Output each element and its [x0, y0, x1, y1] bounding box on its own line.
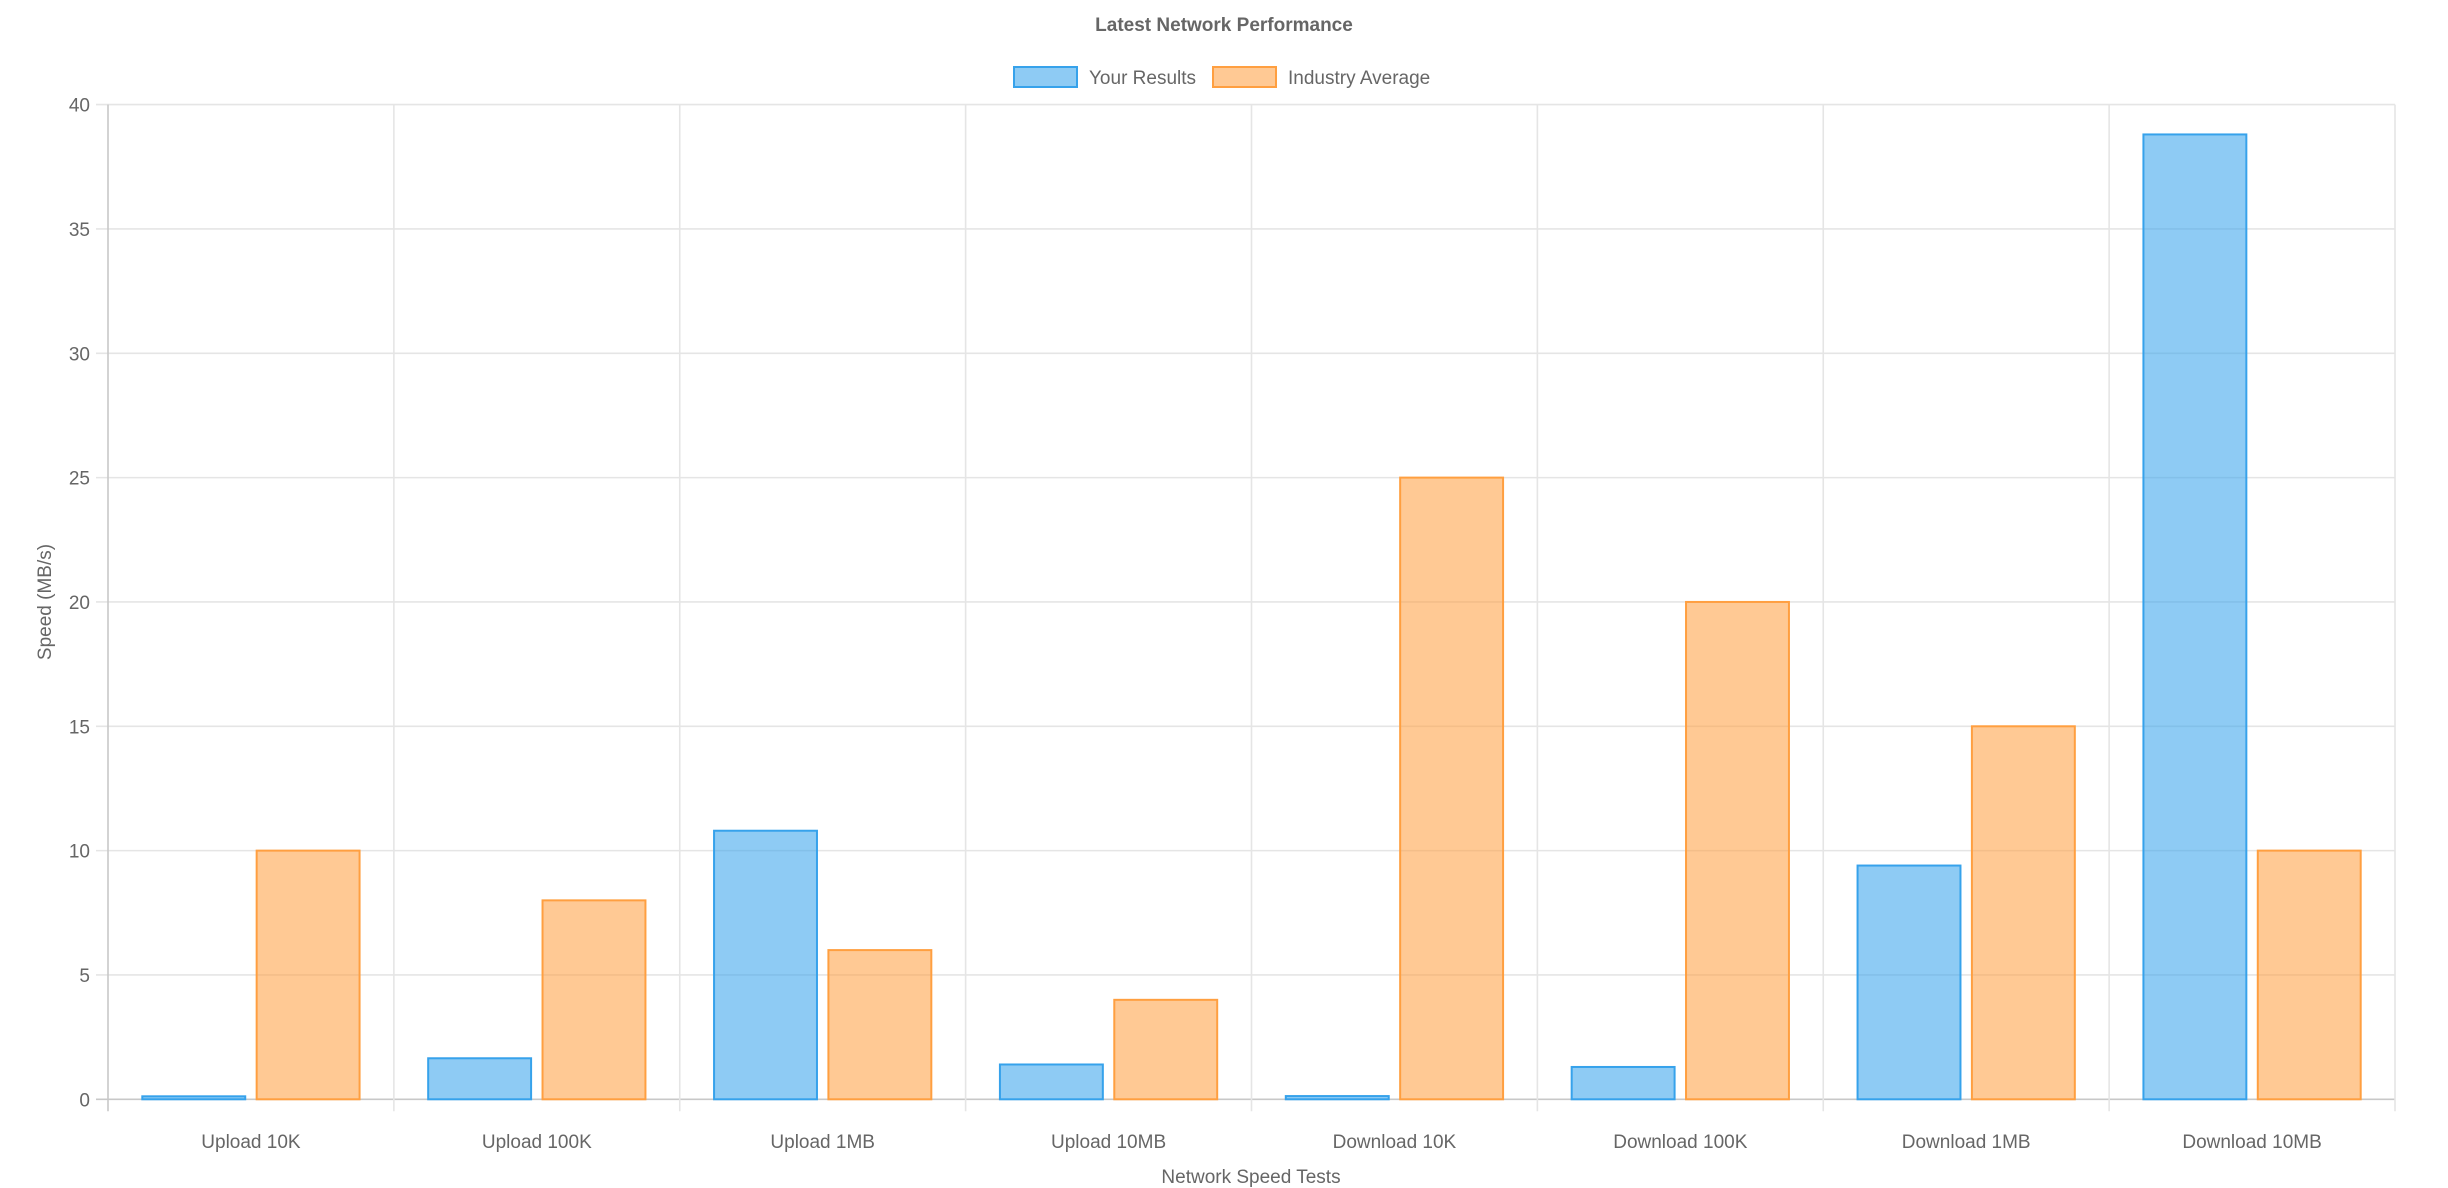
bar-industry-average — [1399, 476, 1505, 1101]
y-tick-label: 35 — [69, 220, 90, 241]
x-tick-label: Upload 10K — [201, 1132, 301, 1153]
legend-label: Your Results — [1089, 68, 1196, 89]
y-axis-title: Speed (MB/s) — [35, 544, 56, 660]
y-tick-label: 15 — [69, 717, 90, 738]
legend-label: Industry Average — [1288, 68, 1430, 89]
y-axis-ticks: 0 5 10 15 20 25 30 35 40 — [69, 96, 90, 1112]
bar-industry-average — [2256, 849, 2362, 1101]
bar-your-results — [1856, 864, 1962, 1101]
bar-industry-average — [541, 899, 647, 1101]
bar-industry-average — [827, 949, 933, 1101]
bar-your-results — [713, 829, 818, 1101]
bar-your-results — [1284, 1095, 1390, 1101]
bar-industry-average — [1113, 998, 1219, 1101]
x-tick-label: Download 10K — [1333, 1132, 1457, 1153]
legend: Your Results Industry Average — [1013, 66, 1430, 89]
x-tick-label: Download 100K — [1613, 1132, 1747, 1153]
y-tick-label: 25 — [69, 469, 90, 490]
bar-your-results — [1570, 1065, 1676, 1101]
x-tick-label: Download 10MB — [2182, 1132, 2321, 1153]
legend-swatch — [1212, 66, 1277, 88]
chart-title: Latest Network Performance — [1095, 15, 1353, 36]
bar-your-results — [2142, 133, 2248, 1101]
bar-your-results — [998, 1063, 1104, 1101]
grid — [96, 103, 2396, 1112]
bar-industry-average — [1970, 725, 2076, 1101]
bar-your-results — [427, 1057, 533, 1101]
x-tick-label: Upload 1MB — [770, 1132, 875, 1153]
bars — [141, 133, 2362, 1101]
x-tick-label: Upload 100K — [482, 1132, 592, 1153]
y-tick-label: 20 — [69, 593, 90, 614]
x-tick-label: Download 1MB — [1902, 1132, 2031, 1153]
y-tick-label: 5 — [79, 966, 90, 987]
x-tick-label: Upload 10MB — [1051, 1132, 1166, 1153]
y-tick-label: 10 — [69, 842, 90, 863]
legend-swatch — [1013, 66, 1078, 88]
y-tick-label: 40 — [69, 96, 90, 117]
bar-industry-average — [255, 849, 361, 1101]
bar-industry-average — [1685, 600, 1790, 1101]
y-tick-label: 0 — [79, 1090, 90, 1111]
y-tick-label: 30 — [69, 344, 90, 365]
x-axis-title: Network Speed Tests — [1161, 1167, 1340, 1188]
bar-your-results — [141, 1095, 247, 1101]
x-axis-ticks: Upload 10K Upload 100K Upload 1MB Upload 10… — [201, 1132, 2321, 1153]
